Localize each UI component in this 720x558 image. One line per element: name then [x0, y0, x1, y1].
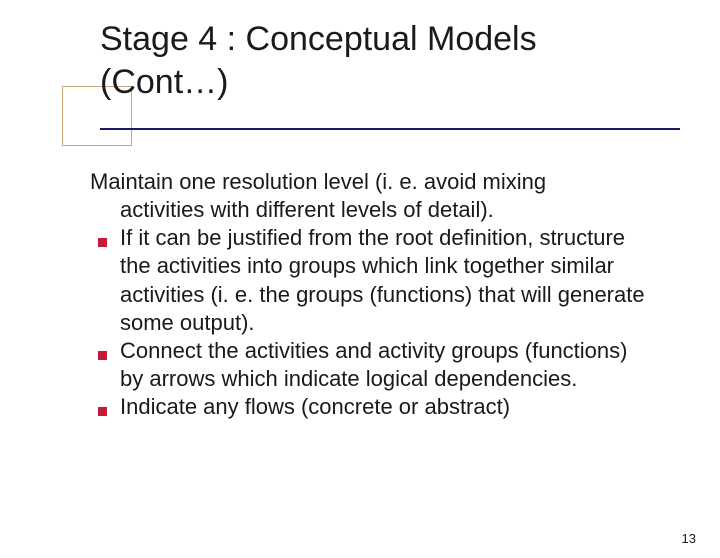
title-underline — [100, 128, 680, 130]
intro-text-line1: Maintain one resolution level (i. e. avo… — [90, 168, 650, 196]
slide-title: Stage 4 : Conceptual Models (Cont…) — [40, 18, 680, 103]
bullet-icon — [98, 234, 107, 243]
list-item: If it can be justified from the root def… — [90, 224, 650, 337]
bullet-icon — [98, 403, 107, 412]
title-line-2: (Cont…) — [100, 63, 228, 101]
title-line-1: Stage 4 : Conceptual Models — [100, 20, 537, 58]
list-item: Indicate any flows (concrete or abstract… — [90, 393, 650, 421]
page-number: 13 — [682, 531, 696, 546]
bullet-text: Connect the activities and activity grou… — [120, 337, 650, 393]
list-item: Connect the activities and activity grou… — [90, 337, 650, 393]
intro-text-line2: activities with different levels of deta… — [90, 196, 650, 224]
bullet-text: If it can be justified from the root def… — [120, 224, 650, 337]
bullet-text: Indicate any flows (concrete or abstract… — [120, 393, 650, 421]
slide: Stage 4 : Conceptual Models (Cont…) Main… — [0, 18, 720, 558]
bullet-icon — [98, 347, 107, 356]
title-area: Stage 4 : Conceptual Models (Cont…) — [40, 18, 680, 103]
content-area: Maintain one resolution level (i. e. avo… — [90, 168, 650, 421]
